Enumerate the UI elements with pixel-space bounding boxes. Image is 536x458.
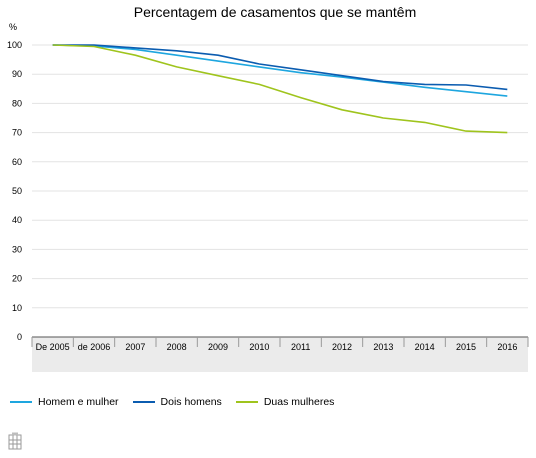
y-tick-label-30: 30 <box>12 244 22 254</box>
y-tick-label-50: 50 <box>12 186 22 196</box>
y-tick-label-60: 60 <box>12 157 22 167</box>
x-axis-ticks: De 2005 de 2006 2007 2008 2009 2010 2011 2012 20… <box>31 337 529 352</box>
series-lines <box>52 44 508 134</box>
chart-title: Percentagem de casamentos que se mantêm <box>134 4 417 20</box>
y-tick-label-20: 20 <box>12 274 22 284</box>
y-tick-label-10: 10 <box>12 303 22 313</box>
x-tick-label-1: de 2006 <box>78 342 111 352</box>
y-axis-unit-label: % <box>9 22 17 32</box>
table-icon[interactable] <box>8 432 22 450</box>
x-tick-label-6: 2011 <box>291 342 310 352</box>
x-tick-label-3: 2008 <box>167 342 187 352</box>
series-line-1 <box>52 44 508 91</box>
x-tick-label-11: 2016 <box>497 342 517 352</box>
x-tick-label-7: 2012 <box>332 342 352 352</box>
x-tick-label-4: 2009 <box>208 342 228 352</box>
x-tick-label-2: 2007 <box>125 342 145 352</box>
legend-item-2[interactable]: Duas mulheres <box>235 396 335 408</box>
y-tick-label-80: 80 <box>12 98 22 108</box>
legend-item-1[interactable]: Dois homens <box>132 396 222 408</box>
x-tick-label-0: De 2005 <box>36 342 70 352</box>
legend-swatch-0 <box>10 401 32 403</box>
series-line-0 <box>52 44 508 97</box>
legend-swatch-1 <box>132 401 155 403</box>
y-tick-label-70: 70 <box>12 128 22 138</box>
y-tick-label-90: 90 <box>12 69 22 79</box>
x-tick-label-9: 2014 <box>415 342 435 352</box>
x-tick-label-10: 2015 <box>456 342 476 352</box>
legend-label-0: Homem e mulher <box>38 396 119 408</box>
x-tick-label-5: 2010 <box>249 342 269 352</box>
legend-item-0[interactable]: Homem e mulher <box>10 396 119 408</box>
legend-swatch-2 <box>235 401 258 403</box>
legend-label-1: Dois homens <box>160 396 222 408</box>
series-line-2 <box>52 44 508 134</box>
y-tick-label-100: 100 <box>7 40 22 50</box>
x-tick-label-8: 2013 <box>373 342 393 352</box>
y-tick-label-40: 40 <box>12 215 22 225</box>
gridlines <box>32 44 528 338</box>
y-axis-ticks: 0 10 20 30 40 50 60 70 80 90 100 <box>7 40 22 342</box>
y-tick-label-0: 0 <box>17 332 22 342</box>
legend: Homem e mulher Dois homens Duas mulheres <box>10 396 348 408</box>
legend-label-2: Duas mulheres <box>263 396 335 408</box>
